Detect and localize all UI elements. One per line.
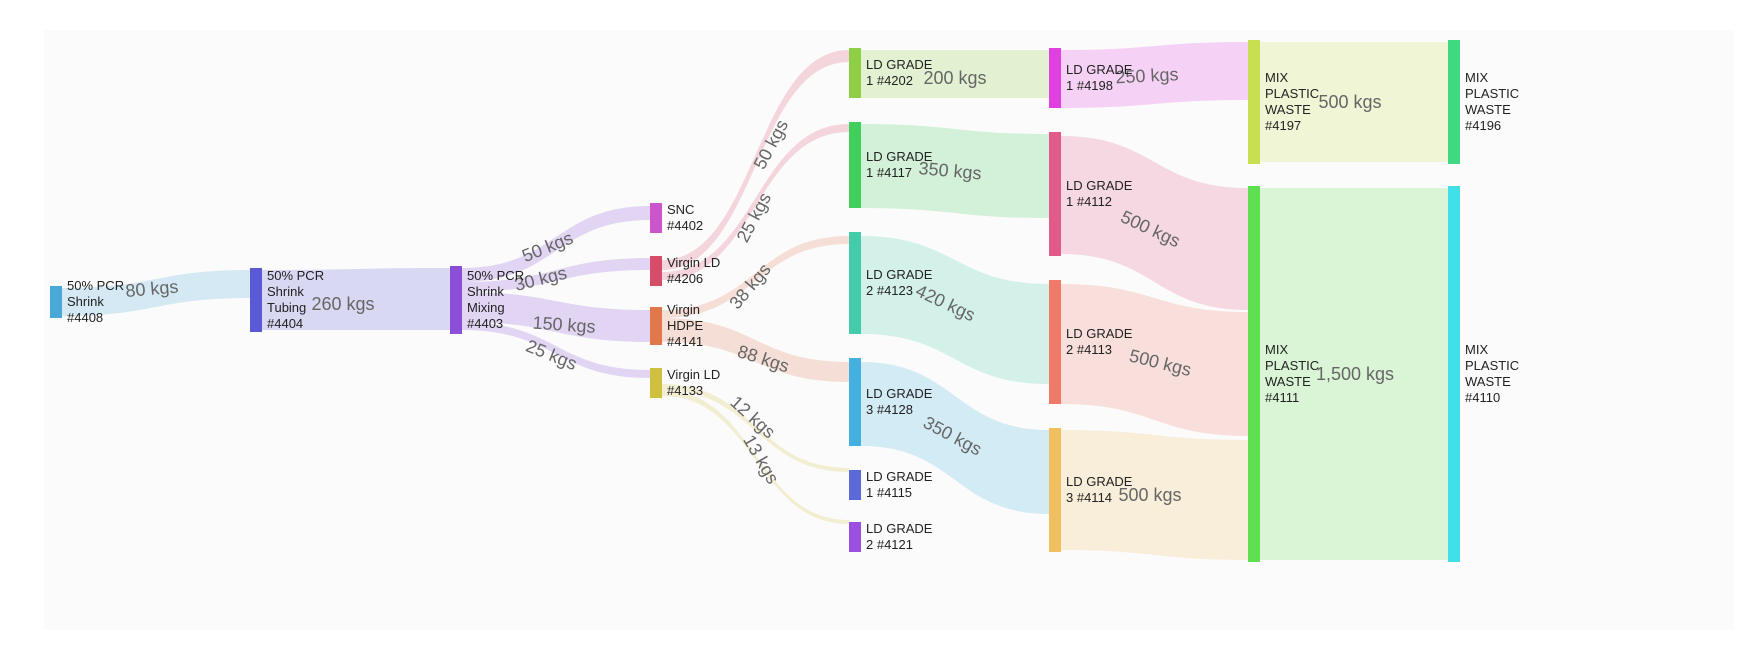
flow-4404-to-4403[interactable] — [262, 268, 450, 330]
node-label-4197: MIX PLASTIC WASTE #4197 — [1265, 70, 1319, 133]
node-bar-4202[interactable] — [849, 48, 861, 98]
flow-4117-to-4112[interactable] — [861, 124, 1049, 218]
node-label-4113: LD GRADE 2 #4113 — [1066, 326, 1133, 357]
flow-value-label: 80 kgs — [125, 276, 180, 301]
node-bar-4404[interactable] — [250, 268, 262, 332]
flow-4403-to-4206[interactable] — [462, 258, 650, 292]
flow-4128-to-4114[interactable] — [861, 362, 1049, 514]
flow-value-label: 260 kgs — [311, 294, 374, 314]
node-label-4133: Virgin LD #4133 — [667, 367, 720, 398]
node-label-4111: MIX PLASTIC WASTE #4111 — [1265, 342, 1319, 405]
node-label-4141: Virgin HDPE #4141 — [667, 302, 703, 349]
node-label-4115: LD GRADE 1 #4115 — [866, 469, 933, 500]
flow-4206-to-4202[interactable] — [662, 50, 849, 270]
flow-4133-to-4115[interactable] — [662, 384, 849, 472]
node-bar-4110[interactable] — [1448, 186, 1460, 562]
flow-4133-to-4121[interactable] — [662, 390, 849, 524]
node-label-4198: LD GRADE 1 #4198 — [1066, 62, 1133, 93]
node-label-4202: LD GRADE 1 #4202 — [866, 57, 933, 88]
node-bar-4117[interactable] — [849, 122, 861, 208]
flow-4123-to-4113[interactable] — [861, 236, 1049, 384]
node-bar-4141[interactable] — [650, 307, 662, 345]
node-bar-4198[interactable] — [1049, 48, 1061, 108]
node-label-4121: LD GRADE 2 #4121 — [866, 521, 933, 552]
flow-4403-to-4402[interactable] — [462, 206, 650, 282]
flow-4198-to-4197[interactable] — [1061, 42, 1248, 108]
node-bar-4206[interactable] — [650, 256, 662, 286]
node-bar-4123[interactable] — [849, 232, 861, 334]
node-bar-4112[interactable] — [1049, 132, 1061, 256]
node-label-4408: 50% PCR Shrink #4408 — [67, 278, 124, 325]
node-label-4112: LD GRADE 1 #4112 — [1066, 178, 1133, 209]
flow-value-label: 1,500 kgs — [1316, 364, 1394, 384]
flows-layer — [62, 42, 1448, 560]
node-label-4404: 50% PCR Shrink Tubing #4404 — [267, 268, 324, 331]
node-bar-4133[interactable] — [650, 368, 662, 398]
flow-value-label: 200 kgs — [923, 68, 986, 88]
node-bar-4402[interactable] — [650, 203, 662, 233]
node-bar-4113[interactable] — [1049, 280, 1061, 404]
flow-4114-to-4111[interactable] — [1061, 430, 1248, 560]
flow-4206-to-4117[interactable] — [662, 124, 849, 280]
node-label-4123: LD GRADE 2 #4123 — [866, 267, 933, 298]
node-bar-4403[interactable] — [450, 266, 462, 334]
node-bar-4128[interactable] — [849, 358, 861, 446]
node-bar-4121[interactable] — [849, 522, 861, 552]
flow-value-label: 250 kgs — [1115, 64, 1179, 87]
node-label-4403: 50% PCR Shrink Mixing #4403 — [467, 268, 524, 331]
node-bar-4197[interactable] — [1248, 40, 1260, 164]
flow-4112-to-4111[interactable] — [1061, 136, 1248, 310]
node-bar-4111[interactable] — [1248, 186, 1260, 562]
node-label-4206: Virgin LD #4206 — [667, 255, 720, 286]
node-label-4196: MIX PLASTIC WASTE #4196 — [1465, 70, 1519, 133]
flow-value-label: 500 kgs — [1118, 485, 1181, 505]
flow-4197-to-4196[interactable] — [1260, 42, 1448, 162]
flow-4141-to-4123[interactable] — [662, 236, 849, 318]
node-label-4128: LD GRADE 3 #4128 — [866, 386, 933, 417]
flow-4141-to-4128[interactable] — [662, 318, 849, 382]
flow-value-label: 500 kgs — [1318, 92, 1381, 112]
node-bar-4408[interactable] — [50, 286, 62, 318]
flow-value-label: 150 kgs — [532, 313, 596, 337]
node-label-4114: LD GRADE 3 #4114 — [1066, 474, 1133, 505]
node-label-4110: MIX PLASTIC WASTE #4110 — [1465, 342, 1519, 405]
flow-4113-to-4111[interactable] — [1061, 284, 1248, 436]
flow-4408-to-4404[interactable] — [62, 270, 250, 316]
nodes-layer — [50, 40, 1460, 562]
node-bar-4115[interactable] — [849, 470, 861, 500]
flow-4202-to-4198[interactable] — [861, 50, 1049, 98]
node-label-4402: SNC #4402 — [667, 202, 703, 233]
node-bar-4196[interactable] — [1448, 40, 1460, 164]
flow-4111-to-4110[interactable] — [1260, 188, 1448, 560]
node-bar-4114[interactable] — [1049, 428, 1061, 552]
flow-4403-to-4133[interactable] — [462, 322, 650, 378]
flow-4403-to-4141[interactable] — [462, 292, 650, 342]
node-label-4117: LD GRADE 1 #4117 — [866, 149, 933, 180]
